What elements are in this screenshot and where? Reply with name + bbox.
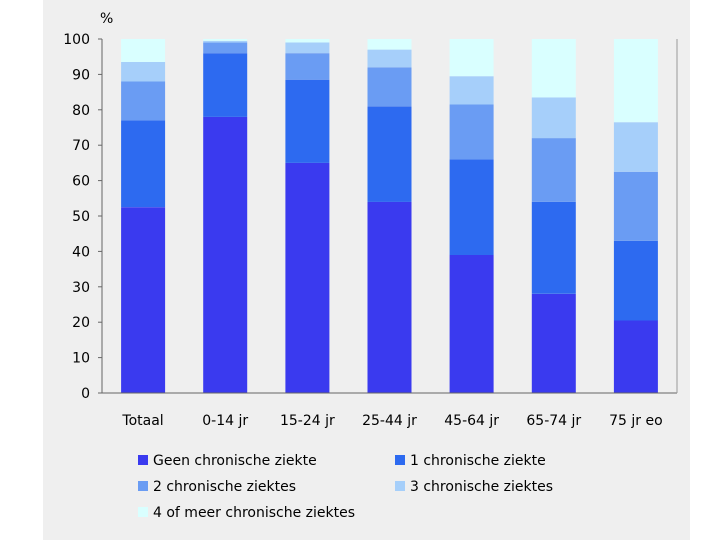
y-tick-label: 90 xyxy=(72,67,90,83)
legend-label-s0: Geen chronische ziekte xyxy=(153,453,317,469)
bar-segment-0-14-jr-s1 xyxy=(203,53,248,117)
bar-segment-Totaal-s4 xyxy=(121,39,166,62)
bar-segment-Totaal-s0 xyxy=(121,207,166,393)
y-tick-label: 100 xyxy=(63,32,90,48)
bar-segment-45-64-jr-s3 xyxy=(449,76,494,105)
bar-segment-15-24-jr-s3 xyxy=(285,42,330,54)
bar-segment-65-74-jr-s3 xyxy=(531,97,576,139)
bar-segment-Totaal-s3 xyxy=(121,62,166,82)
bar-segment-25-44-jr-s4 xyxy=(367,39,412,50)
bars-group xyxy=(121,39,658,394)
bar-segment-0-14-jr-s2 xyxy=(203,42,248,54)
y-tick-label: 40 xyxy=(72,244,90,260)
legend-swatch-s4 xyxy=(138,507,148,517)
legend-swatch-s1 xyxy=(395,455,405,465)
bar-segment-0-14-jr-s4 xyxy=(203,39,248,41)
bar-segment-15-24-jr-s0 xyxy=(285,162,330,393)
legend-swatch-s2 xyxy=(138,481,148,491)
bar-segment-75-jr-eo-s0 xyxy=(613,320,658,393)
legend-label-s1: 1 chronische ziekte xyxy=(410,453,546,469)
bar-segment-45-64-jr-s4 xyxy=(449,39,494,77)
bar-segment-65-74-jr-s4 xyxy=(531,39,576,98)
chart-panel: % 0 10 20 30 40 50 60 70 80 90 100 Totaal 0-14 jr 15… xyxy=(43,0,690,540)
bar-segment-75-jr-eo-s2 xyxy=(613,171,658,241)
x-category-label: 65-74 jr xyxy=(526,413,581,429)
bar-segment-0-14-jr-s0 xyxy=(203,116,248,394)
legend-swatch-s0 xyxy=(138,455,148,465)
y-tick-label: 80 xyxy=(72,103,90,119)
bar-segment-75-jr-eo-s1 xyxy=(613,240,658,321)
legend: Geen chronische ziekte 1 chronische ziekt… xyxy=(138,453,553,521)
bar-segment-15-24-jr-s2 xyxy=(285,53,330,80)
bar-segment-75-jr-eo-s3 xyxy=(613,122,658,172)
y-tick-label: 60 xyxy=(72,174,90,190)
y-tick-label: 70 xyxy=(72,138,90,154)
y-tick-label: 50 xyxy=(72,209,90,225)
bar-segment-65-74-jr-s2 xyxy=(531,138,576,202)
x-category-label: 15-24 jr xyxy=(280,413,335,429)
y-tick-label: 0 xyxy=(81,386,90,402)
legend-label-s2: 2 chronische ziektes xyxy=(153,479,296,495)
legend-swatch-s3 xyxy=(395,481,405,491)
x-category-label: Totaal xyxy=(121,413,163,429)
x-category-label: 45-64 jr xyxy=(444,413,499,429)
bar-segment-25-44-jr-s1 xyxy=(367,106,412,202)
bar-segment-15-24-jr-s4 xyxy=(285,39,330,43)
y-tick-label: 10 xyxy=(72,351,90,367)
stacked-bar-chart: % 0 10 20 30 40 50 60 70 80 90 100 Totaal 0-14 jr 15… xyxy=(63,11,678,521)
bar-segment-Totaal-s2 xyxy=(121,81,166,121)
bar-segment-25-44-jr-s2 xyxy=(367,67,412,107)
bar-segment-25-44-jr-s0 xyxy=(367,201,412,393)
x-category-label: 25-44 jr xyxy=(362,413,417,429)
y-unit-label: % xyxy=(100,11,113,27)
bar-segment-45-64-jr-s1 xyxy=(449,159,494,255)
legend-label-s4: 4 of meer chronische ziektes xyxy=(153,505,355,521)
y-tick-labels: 0 10 20 30 40 50 60 70 80 90 100 xyxy=(63,32,102,402)
bar-segment-75-jr-eo-s4 xyxy=(613,39,658,123)
bar-segment-65-74-jr-s1 xyxy=(531,201,576,294)
bar-segment-65-74-jr-s0 xyxy=(531,293,576,393)
bar-segment-0-14-jr-s3 xyxy=(203,40,248,43)
bar-segment-45-64-jr-s2 xyxy=(449,104,494,160)
bar-segment-15-24-jr-s1 xyxy=(285,79,330,163)
x-category-labels: Totaal 0-14 jr 15-24 jr 25-44 jr 45-64 jr 65-… xyxy=(121,413,662,429)
x-category-label: 75 jr eo xyxy=(609,413,663,429)
legend-label-s3: 3 chronische ziektes xyxy=(410,479,553,495)
bar-segment-45-64-jr-s0 xyxy=(449,254,494,393)
y-tick-label: 20 xyxy=(72,315,90,331)
y-tick-label: 30 xyxy=(72,280,90,296)
bar-segment-Totaal-s1 xyxy=(121,120,166,208)
x-category-label: 0-14 jr xyxy=(202,413,248,429)
bar-segment-25-44-jr-s3 xyxy=(367,49,412,68)
